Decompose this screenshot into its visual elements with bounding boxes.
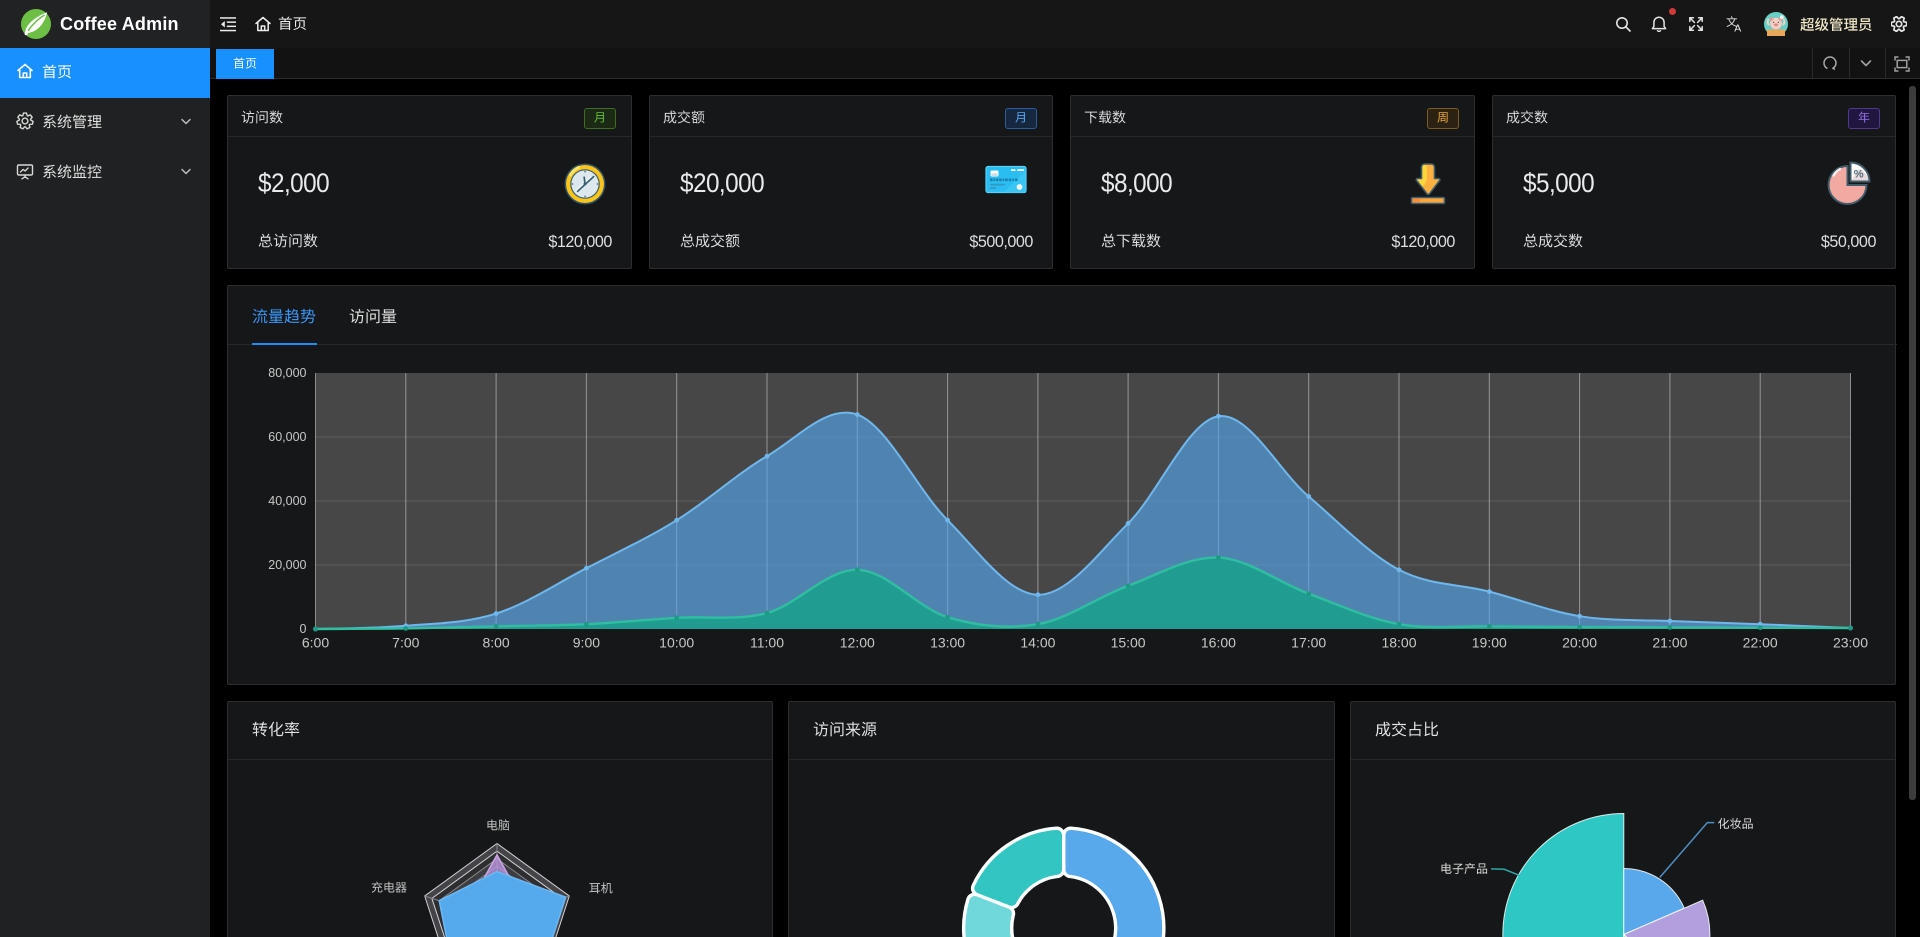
svg-text:19:00: 19:00 — [1472, 635, 1507, 651]
svg-text:13:00: 13:00 — [930, 635, 965, 651]
svg-text:11:00: 11:00 — [750, 635, 784, 651]
svg-text:16:00: 16:00 — [1201, 635, 1236, 651]
svg-text:80,000: 80,000 — [268, 366, 306, 380]
svg-text:23:00: 23:00 — [1833, 635, 1868, 651]
svg-text:10:00: 10:00 — [659, 635, 694, 651]
svg-text:60,000: 60,000 — [268, 430, 306, 444]
svg-text:22:00: 22:00 — [1743, 635, 1778, 651]
svg-text:18:00: 18:00 — [1381, 635, 1416, 651]
svg-text:20:00: 20:00 — [1562, 635, 1597, 651]
svg-text:9:00: 9:00 — [573, 635, 600, 651]
svg-text:A: A — [1734, 23, 1741, 33]
svg-text:15:00: 15:00 — [1111, 635, 1146, 651]
svg-text:12:00: 12:00 — [840, 635, 875, 651]
svg-text:40,000: 40,000 — [268, 494, 306, 508]
svg-text:14:00: 14:00 — [1020, 635, 1055, 651]
svg-text:%: % — [1854, 168, 1864, 180]
svg-text:6:00: 6:00 — [302, 635, 329, 651]
svg-text:7:00: 7:00 — [392, 635, 419, 651]
svg-text:20,000: 20,000 — [268, 558, 306, 572]
svg-text:17:00: 17:00 — [1291, 635, 1326, 651]
svg-text:21:00: 21:00 — [1652, 635, 1687, 651]
svg-text:8:00: 8:00 — [482, 635, 509, 651]
svg-text:0: 0 — [300, 622, 307, 636]
